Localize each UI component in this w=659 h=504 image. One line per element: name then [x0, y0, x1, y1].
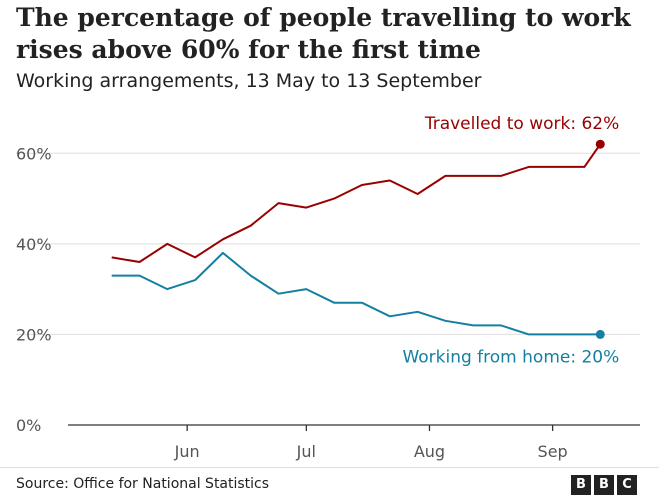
series-line-working-from-home: [111, 251, 601, 336]
y-tick-label: 40%: [16, 235, 52, 254]
series-endpoint-travelled-to-work: [595, 139, 605, 149]
footer-divider: [0, 467, 659, 468]
series-lines: [111, 139, 605, 339]
bbc-logo-letter-1: B: [571, 475, 591, 495]
x-tick-label: Aug: [414, 442, 445, 461]
series-labels: Travelled to work: 62% Working from home:…: [402, 114, 619, 367]
x-tick-label: Jul: [296, 442, 316, 461]
source-note: Source: Office for National Statistics: [16, 476, 270, 492]
bbc-logo: B B C: [571, 475, 637, 495]
chart-subtitle: Working arrangements, 13 May to 13 Septe…: [16, 70, 482, 92]
series-endpoint-working-from-home: [595, 329, 605, 339]
series-label-working-from-home: Working from home: 20%: [402, 347, 619, 367]
chart-title: The percentage of people travelling to w…: [16, 3, 631, 64]
y-tick-label: 20%: [16, 325, 52, 344]
series-line-travelled-to-work: [111, 143, 602, 263]
y-tick-label: 0%: [16, 416, 41, 435]
axes: 0% 20% 40% 60% Jun Jul Aug Sep: [16, 144, 640, 461]
gridlines: [16, 152, 640, 335]
x-tick-label: Jun: [174, 442, 200, 461]
bbc-logo-letter-2: B: [594, 475, 614, 495]
line-chart: 0% 20% 40% 60% Jun Jul Aug Sep Travelled to wor…: [16, 114, 640, 461]
x-tick-label: Sep: [538, 442, 568, 461]
y-tick-label: 60%: [16, 144, 52, 163]
bbc-logo-letter-3: C: [617, 475, 637, 495]
series-label-travelled-to-work: Travelled to work: 62%: [424, 114, 619, 134]
